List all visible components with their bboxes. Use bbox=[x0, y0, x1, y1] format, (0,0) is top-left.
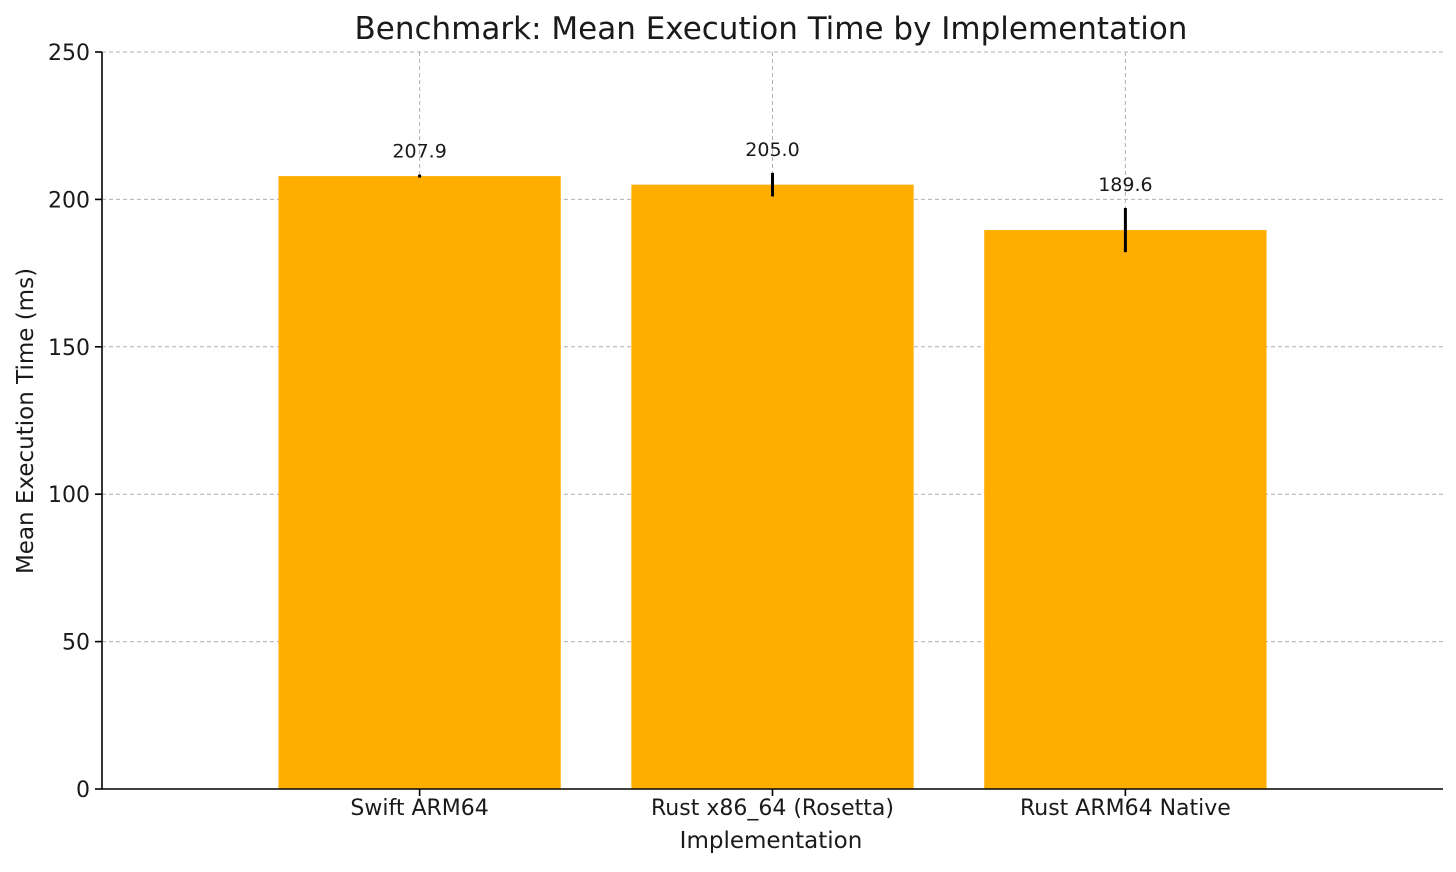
bar-value-label: 205.0 bbox=[745, 139, 799, 161]
bar bbox=[278, 176, 561, 790]
y-tick-label: 0 bbox=[76, 778, 90, 803]
y-tick-label: 50 bbox=[62, 631, 90, 656]
bar-value-label: 207.9 bbox=[392, 141, 446, 163]
x-tick-label: Rust ARM64 Native bbox=[1020, 796, 1231, 821]
y-tick-label: 150 bbox=[48, 336, 90, 361]
chart-title: Benchmark: Mean Execution Time by Implem… bbox=[355, 11, 1188, 47]
labels: 0 50 100 150 200 250 207.9 205.0 189.6 Swift ARM6… bbox=[48, 41, 1231, 821]
y-tick-label: 200 bbox=[48, 188, 90, 213]
bars bbox=[278, 176, 1267, 790]
bar bbox=[631, 184, 914, 789]
x-tick-label: Rust x86_64 (Rosetta) bbox=[651, 796, 894, 821]
bar bbox=[984, 230, 1267, 789]
x-axis-label: Implementation bbox=[680, 828, 863, 854]
y-tick-label: 100 bbox=[48, 483, 90, 508]
y-tick-label: 250 bbox=[48, 41, 90, 66]
error-bars bbox=[418, 172, 1127, 253]
axes bbox=[95, 51, 1443, 796]
bar-value-label: 189.6 bbox=[1098, 174, 1152, 196]
y-axis-label: Mean Execution Time (ms) bbox=[13, 268, 39, 574]
x-tick-label: Swift ARM64 bbox=[350, 796, 488, 821]
